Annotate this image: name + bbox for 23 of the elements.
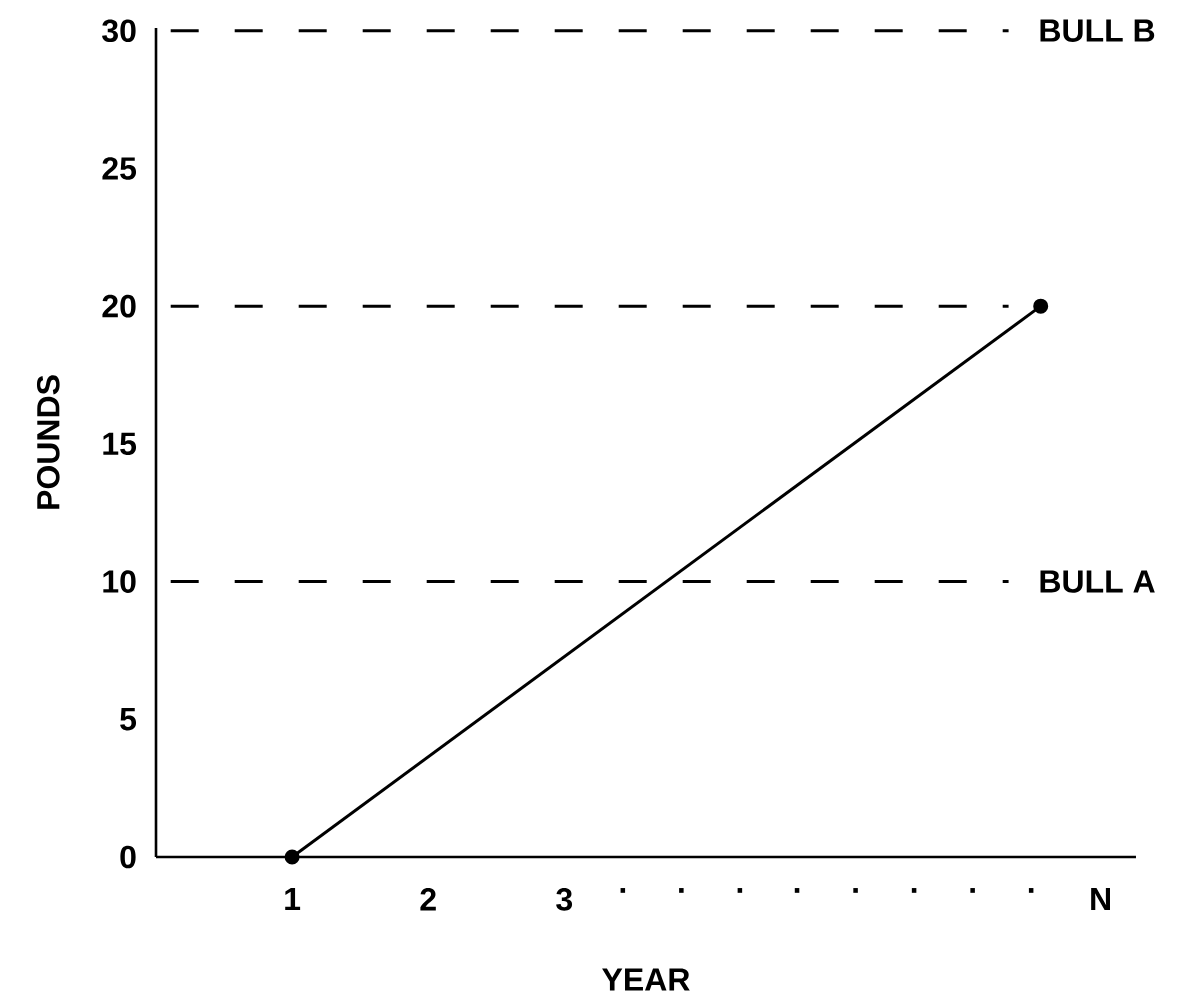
ref-line-label: BULL A [1040, 570, 1155, 593]
x-tick-label: . [794, 888, 800, 893]
y-tick-label: 20 [102, 294, 136, 318]
x-tick-label: . [970, 888, 975, 893]
y-tick-label: 25 [102, 157, 137, 180]
x-tick-label: . [1028, 888, 1034, 893]
x-tick-label: 3 [556, 888, 573, 911]
y-tick-label: 15 [103, 432, 137, 456]
y-tick-label: 5 [120, 708, 137, 731]
x-tick-label: . [679, 888, 684, 893]
x-tick-label: . [853, 888, 858, 893]
x-tick-label: . [737, 888, 743, 893]
ref-line-label: BULL B [1040, 19, 1155, 42]
x-tick-label: N [1091, 888, 1110, 911]
y-tick-label: 0 [120, 845, 136, 869]
x-tick-label: 2 [420, 888, 436, 911]
y-tick-label: 30 [102, 19, 136, 43]
x-tick-label: . [911, 888, 917, 893]
x-tick-label: 1 [285, 888, 301, 911]
x-tick-label: . [620, 888, 626, 893]
y-tick-label: 10 [103, 570, 136, 593]
x-axis-title: YEAR [602, 968, 690, 991]
y-axis-title: POUNDS [36, 375, 60, 509]
